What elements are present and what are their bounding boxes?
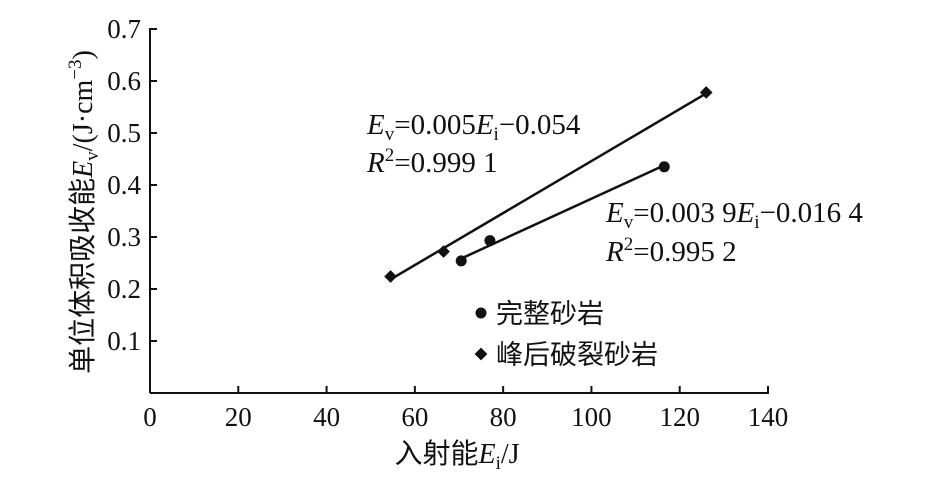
ticks: 0 20 40 60 80 100 120 140 0.1 0.2 0.3 0.4 0.5 0.6 0.7 bbox=[107, 14, 788, 432]
legend: 完整砂岩 峰后破裂砂岩 bbox=[474, 299, 658, 371]
x-tick-label: 40 bbox=[313, 402, 340, 432]
data-point-intact bbox=[455, 255, 467, 267]
x-tick-label: 140 bbox=[748, 402, 789, 432]
legend-circle-marker bbox=[475, 307, 487, 319]
r2-intact: R2=0.995 2 bbox=[605, 234, 737, 268]
x-tick-label: 0 bbox=[143, 402, 157, 432]
y-tick-label: 0.4 bbox=[107, 170, 141, 200]
fit-line-intact bbox=[460, 164, 665, 260]
legend-diamond-marker bbox=[474, 347, 488, 361]
x-tick-label: 20 bbox=[225, 402, 252, 432]
x-tick-label: 80 bbox=[490, 402, 517, 432]
data-point-postpeak bbox=[384, 270, 397, 283]
legend-label-postpeak: 峰后破裂砂岩 bbox=[496, 340, 658, 371]
data-point-intact bbox=[658, 161, 670, 173]
data-point-intact bbox=[484, 235, 496, 247]
x-axis-title: 入射能Ei/J bbox=[394, 438, 519, 474]
legend-label-intact: 完整砂岩 bbox=[496, 299, 604, 330]
x-tick-label: 100 bbox=[571, 402, 612, 432]
y-tick-label: 0.7 bbox=[107, 14, 141, 44]
y-tick-label: 0.6 bbox=[107, 66, 141, 96]
x-tick-label: 120 bbox=[659, 402, 700, 432]
x-tick-label: 60 bbox=[401, 402, 428, 432]
y-tick-label: 0.3 bbox=[107, 222, 141, 252]
equation-intact: Ev=0.003 9Ei−0.016 4 bbox=[605, 197, 863, 233]
axes bbox=[149, 28, 769, 394]
y-tick-label: 0.2 bbox=[107, 274, 141, 304]
data-point-postpeak bbox=[437, 245, 450, 258]
r2-postpeak: R2=0.999 1 bbox=[366, 145, 498, 179]
y-tick-label: 0.1 bbox=[107, 326, 141, 356]
y-axis-title: 单位体积吸收能Ev/(J·cm−3) bbox=[65, 50, 103, 374]
equation-postpeak: Ev=0.005Ei−0.054 bbox=[366, 109, 581, 145]
y-tick-label: 0.5 bbox=[107, 118, 141, 148]
